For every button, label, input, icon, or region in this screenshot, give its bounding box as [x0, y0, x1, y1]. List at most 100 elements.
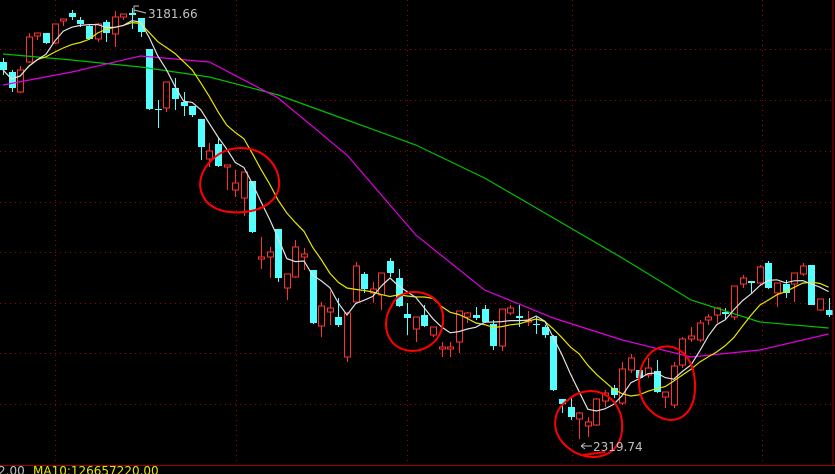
- candle-body-down: [189, 106, 196, 115]
- candle-body-up: [800, 265, 807, 275]
- candle-body-down: [361, 274, 368, 289]
- candle: [619, 362, 626, 405]
- candle: [507, 305, 514, 315]
- candle-body-down: [826, 310, 833, 315]
- candle-body-up: [60, 18, 67, 22]
- candle: [473, 307, 480, 320]
- candle-body-down: [783, 284, 790, 293]
- candle: [490, 320, 497, 350]
- candle: [181, 92, 188, 116]
- candle: [671, 362, 678, 408]
- candle-body-up: [439, 346, 446, 350]
- candle-body-down: [765, 263, 772, 288]
- candle: [628, 354, 635, 373]
- candle-body-down: [198, 119, 205, 147]
- candle-body-up: [258, 256, 265, 260]
- candle: [189, 106, 196, 117]
- candle: [301, 248, 308, 270]
- candle: [757, 265, 764, 285]
- candle-body-up: [740, 277, 747, 285]
- candle: [146, 49, 153, 110]
- candle-body-down: [421, 315, 428, 326]
- candle: [439, 342, 446, 357]
- candle: [464, 312, 471, 323]
- min-price-label: 2319.74: [593, 440, 643, 454]
- candle: [662, 391, 669, 408]
- candle-body-down: [146, 49, 153, 109]
- hand-drawn-circle: [385, 291, 445, 352]
- candle-body-down: [654, 371, 661, 392]
- candle: [808, 265, 815, 305]
- candle: [155, 100, 162, 128]
- candle: [430, 326, 437, 337]
- candle-body-down: [86, 26, 93, 39]
- hand-drawn-annotations: [199, 147, 697, 458]
- candle-body-up: [731, 285, 738, 318]
- candle: [705, 314, 712, 325]
- candle: [748, 281, 755, 293]
- candle-body-down: [533, 324, 540, 325]
- candle-body-down: [808, 265, 815, 305]
- candles: [0, 8, 833, 440]
- candle-body-down: [9, 72, 16, 88]
- candle: [258, 237, 265, 269]
- candle: [765, 261, 772, 289]
- hand-drawn-circle: [199, 147, 281, 214]
- candle: [499, 308, 506, 351]
- candle: [17, 66, 24, 93]
- candle: [344, 312, 351, 362]
- candle-body-up: [301, 253, 308, 258]
- candle-body-up: [645, 367, 652, 376]
- candle: [275, 229, 282, 282]
- candle-body-down: [69, 13, 76, 17]
- candle-body-up: [671, 365, 678, 406]
- min-price-marker: 2319.74: [580, 440, 643, 454]
- candle: [284, 273, 291, 300]
- candle: [172, 78, 179, 110]
- candle-body-down: [482, 309, 489, 322]
- candle-body-up: [413, 316, 420, 330]
- candle: [654, 360, 661, 393]
- candle: [404, 303, 411, 335]
- candle: [396, 269, 403, 307]
- candle-body-down: [516, 316, 523, 318]
- candle-body-down: [129, 13, 136, 15]
- candle-body-up: [757, 266, 764, 284]
- ma5-line: [2, 19, 829, 412]
- candle: [69, 10, 76, 20]
- volume-indicator-bar: 2.00 MA10:126657220.00: [0, 465, 835, 474]
- ma10-line: [2, 21, 829, 397]
- candle-body-up: [224, 164, 231, 168]
- candle-body-up: [353, 265, 360, 303]
- candle-body-down: [181, 102, 188, 106]
- candle-body-up: [267, 251, 274, 258]
- candle-body-up: [163, 81, 170, 109]
- candle-body-up: [120, 13, 127, 18]
- candle-body-up: [499, 308, 506, 347]
- candle-body-down: [0, 62, 7, 70]
- candle: [568, 398, 575, 420]
- candle-body-up: [327, 307, 334, 313]
- candle: [129, 8, 136, 29]
- candle-body-up: [344, 312, 351, 358]
- candle: [86, 25, 93, 40]
- candle-body-up: [464, 312, 471, 318]
- candle: [361, 272, 368, 293]
- candle: [43, 33, 50, 44]
- candle-body-down: [550, 336, 557, 390]
- candle-body-up: [688, 335, 695, 340]
- grid: [0, 0, 833, 465]
- min-arrow-icon: [580, 442, 592, 450]
- candle: [447, 342, 454, 357]
- candle-body-down: [43, 33, 50, 43]
- volume-value: 2.00: [0, 465, 25, 474]
- candle-body-down: [172, 88, 179, 99]
- candle: [267, 247, 274, 278]
- candle: [602, 390, 609, 407]
- candle: [740, 275, 747, 288]
- candle-body-up: [284, 273, 291, 289]
- candle: [542, 325, 549, 338]
- candle-body-up: [456, 310, 463, 343]
- candle-body-up: [318, 305, 325, 327]
- candle: [232, 170, 239, 197]
